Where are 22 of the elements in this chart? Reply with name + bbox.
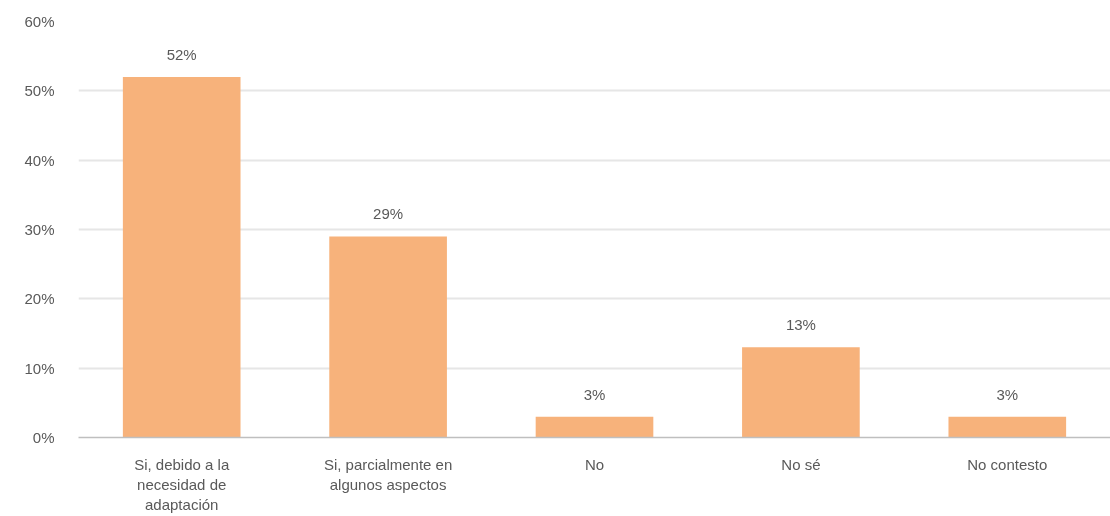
y-tick-label: 0% [32,429,55,446]
y-tick-label: 30% [24,221,55,238]
bar [948,416,1067,438]
bar [535,416,654,438]
data-label: 3% [996,385,1019,403]
x-tick-label: No sé [781,455,821,473]
x-tick-label: Si, debido a la necesidad de adaptación [134,455,230,514]
y-tick-label: 10% [24,359,55,377]
x-tick-label: Si, parcialmente en algunos aspectos [323,455,453,493]
data-label: 52% [166,45,197,63]
x-tick-label: No [584,455,605,473]
bar [329,236,447,438]
data-label: 29% [373,205,404,223]
data-label: 3% [583,385,606,403]
y-tick-label: 40% [24,151,55,169]
y-tick-label: 20% [24,290,55,308]
bar [122,76,241,438]
y-tick-label: 60% [24,13,55,30]
y-tick-label: 50% [24,82,55,100]
x-tick-label: No contesto [967,455,1048,473]
bar [742,347,860,438]
data-label: 13% [785,316,816,334]
